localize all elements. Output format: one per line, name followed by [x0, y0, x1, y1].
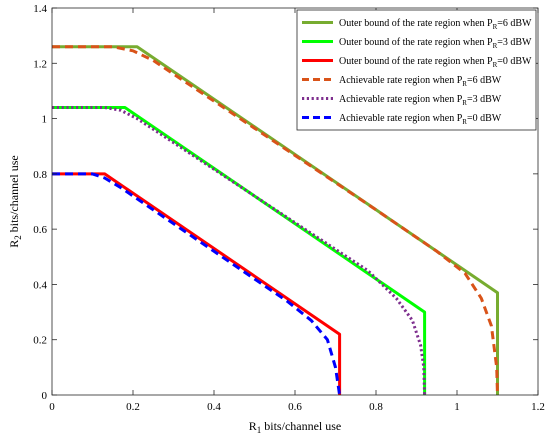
- y-axis-label: R2 bits/channel use: [7, 155, 23, 248]
- y-tick-label: 1.2: [33, 58, 47, 70]
- series-line-3: [52, 172, 342, 395]
- y-tick-label: 1.4: [33, 3, 47, 15]
- x-tick-label: 1: [454, 401, 460, 413]
- legend-entry-2: Outer bound of the rate region when PR=3…: [339, 37, 532, 50]
- y-tick-label: 0.8: [33, 169, 47, 181]
- series-line-5: [52, 106, 427, 396]
- x-tick-label: 0.6: [288, 401, 302, 413]
- y-tick-label: 0: [42, 390, 48, 402]
- x-tick-label: 0.4: [207, 401, 221, 413]
- y-tick-label: 1: [42, 114, 48, 126]
- legend-entry-3: Outer bound of the rate region when PR=0…: [339, 56, 532, 69]
- series-line-6: [52, 172, 342, 396]
- legend: Outer bound of the rate region when PR=6…: [296, 9, 537, 131]
- x-tick-label: 0.8: [369, 401, 383, 413]
- legend-entry-5: Achievable rate region when PR=3 dBW: [339, 94, 502, 107]
- series-layer: [52, 45, 499, 396]
- y-tick-label: 0.6: [33, 224, 47, 236]
- legend-box: [296, 9, 537, 131]
- series-line-4: [52, 45, 499, 396]
- series-line-2: [52, 106, 427, 395]
- legend-entry-1: Outer bound of the rate region when PR=6…: [339, 18, 532, 31]
- ticks-layer: 0 0.2 0.4 0.6 0.8 1 1.2 0 0.2 0.4 0.6 0.8 1 1.2 1.4: [33, 3, 545, 413]
- y-tick-label: 0.2: [33, 335, 47, 347]
- x-tick-label: 1.2: [531, 401, 545, 413]
- legend-entry-4: Achievable rate region when PR=6 dBW: [339, 75, 502, 88]
- x-tick-label: 0: [49, 401, 55, 413]
- x-axis-label: R1 bits/channel use: [249, 419, 342, 435]
- legend-entry-6: Achievable rate region when PR=0 dBW: [339, 113, 502, 126]
- y-tick-label: 0.4: [33, 279, 47, 291]
- x-tick-label: 0.2: [126, 401, 140, 413]
